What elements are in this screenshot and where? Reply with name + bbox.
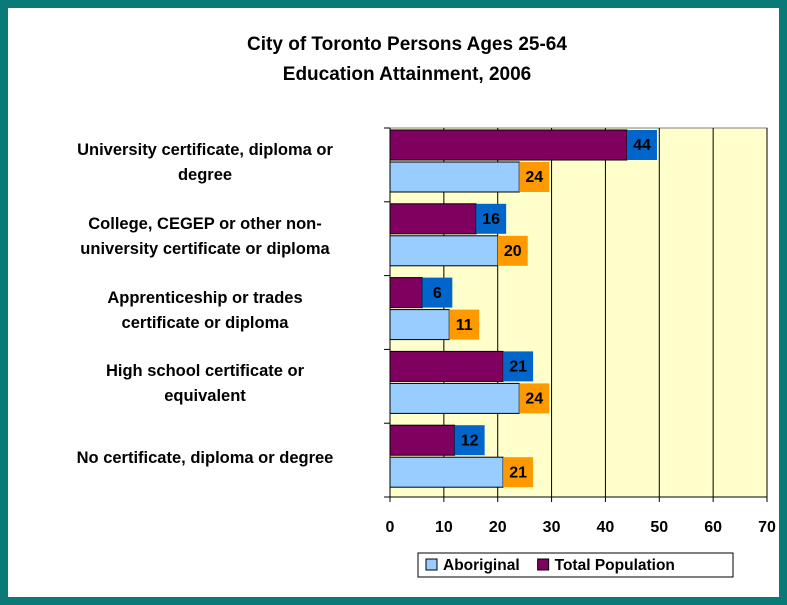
data-label-box bbox=[503, 351, 534, 382]
data-label: 16 bbox=[482, 211, 500, 228]
x-tick-label: 10 bbox=[435, 519, 453, 536]
data-label: 11 bbox=[456, 317, 473, 334]
bar bbox=[389, 235, 499, 267]
data-label: 24 bbox=[525, 169, 543, 186]
bar bbox=[389, 203, 477, 235]
y-tick-label: University certificate, diploma or degre… bbox=[77, 140, 333, 184]
x-tick-label: 60 bbox=[704, 519, 722, 536]
bar bbox=[389, 424, 456, 456]
chart-title: City of Toronto Persons Ages 25-64 bbox=[247, 34, 567, 55]
x-tick-label: 50 bbox=[650, 519, 668, 536]
data-label-box bbox=[503, 457, 534, 488]
y-tick-label: No certificate, diploma or degree bbox=[76, 448, 334, 467]
bar bbox=[389, 129, 628, 161]
x-tick-label: 40 bbox=[597, 519, 615, 536]
legend-label: Aboriginal bbox=[443, 557, 520, 574]
data-label-box bbox=[454, 425, 485, 456]
data-label: 24 bbox=[525, 391, 543, 408]
y-tick-label: Apprenticeship or trades certificate or … bbox=[107, 288, 303, 332]
data-label-box bbox=[476, 203, 507, 234]
bar bbox=[389, 350, 504, 382]
data-label: 44 bbox=[633, 137, 651, 154]
data-label: 21 bbox=[509, 464, 527, 481]
chart-title: Education Attainment, 2006 bbox=[283, 64, 531, 85]
legend-label: Total Population bbox=[555, 557, 675, 574]
data-label-box bbox=[519, 162, 550, 192]
data-label: 12 bbox=[461, 432, 479, 449]
legend-swatch bbox=[425, 558, 438, 571]
y-tick-label: College, CEGEP or other non- university … bbox=[80, 214, 330, 258]
bar bbox=[389, 161, 520, 193]
legend-swatch bbox=[537, 558, 550, 571]
data-label-box bbox=[497, 235, 528, 266]
data-label-box bbox=[449, 309, 480, 340]
x-tick-label: 70 bbox=[758, 519, 776, 536]
data-label: 20 bbox=[504, 243, 522, 260]
y-tick-label: High school certificate or equivalent bbox=[105, 362, 305, 406]
data-label-box bbox=[519, 383, 550, 414]
bar bbox=[389, 456, 504, 488]
data-label: 6 bbox=[433, 285, 442, 302]
x-tick-label: 0 bbox=[386, 519, 395, 536]
x-tick-label: 20 bbox=[489, 519, 507, 536]
data-label-box bbox=[626, 130, 657, 160]
data-label: 21 bbox=[509, 359, 527, 376]
data-label-box bbox=[422, 277, 453, 308]
bar bbox=[389, 382, 520, 414]
x-tick-label: 30 bbox=[543, 519, 561, 536]
legend-box bbox=[417, 552, 734, 578]
bar bbox=[389, 277, 423, 309]
bar bbox=[389, 309, 450, 341]
